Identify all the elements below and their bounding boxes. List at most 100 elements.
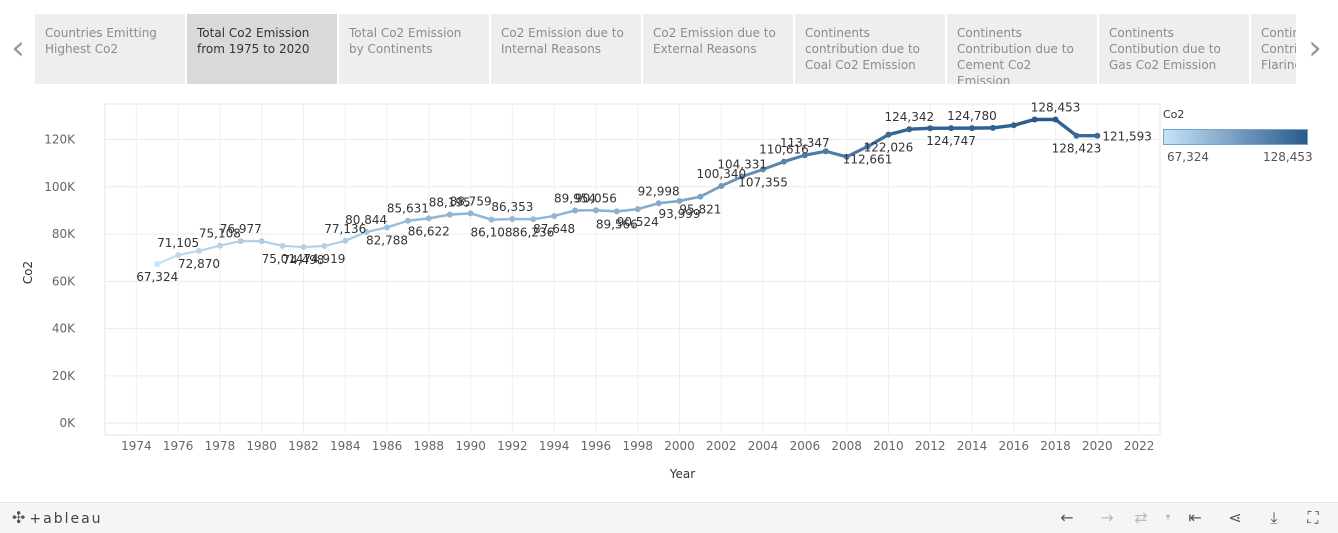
x-tick-label: 2006 (790, 439, 821, 453)
series-line-segment (450, 213, 471, 214)
data-label: 72,870 (178, 257, 220, 271)
x-tick-label: 2002 (706, 439, 737, 453)
data-label: 71,105 (157, 236, 199, 250)
data-label: 124,780 (947, 109, 997, 123)
share-icon[interactable]: ⋖ (1224, 507, 1246, 529)
story-tab-3[interactable]: Total Co2 Emission by Continents (339, 14, 489, 84)
data-point (927, 125, 933, 131)
data-label: 124,342 (884, 110, 934, 124)
fullscreen-icon[interactable]: ⛶ (1302, 507, 1324, 529)
data-point (154, 261, 160, 267)
data-point (509, 216, 515, 222)
data-point (781, 159, 787, 165)
data-label: 88,759 (450, 194, 492, 208)
story-tab-7[interactable]: Continents Contribution due to Cement Co… (947, 14, 1097, 84)
x-tick-label: 1980 (246, 439, 277, 453)
story-tab-4[interactable]: Co2 Emission due to Internal Reasons (491, 14, 641, 84)
data-label: 87,648 (533, 222, 575, 236)
data-point (906, 126, 912, 132)
data-label: 85,631 (387, 202, 429, 216)
x-tick-label: 1982 (288, 439, 319, 453)
data-point (488, 217, 494, 223)
x-tick-label: 2014 (957, 439, 988, 453)
x-tick-label: 1994 (539, 439, 570, 453)
x-tick-label: 1990 (455, 439, 486, 453)
data-point (593, 207, 599, 213)
data-label: 74,919 (303, 252, 345, 266)
data-label: 128,453 (1031, 101, 1081, 115)
data-point (969, 125, 975, 131)
x-tick-label: 1988 (414, 439, 445, 453)
tableau-logo-icon: ✣ (12, 508, 27, 527)
data-point (551, 213, 557, 219)
legend-min-label: 67,324 (1167, 150, 1209, 164)
data-point (990, 125, 996, 131)
data-label: 90,056 (575, 191, 617, 205)
data-label: 76,977 (220, 222, 262, 236)
data-point (280, 243, 286, 249)
series-line-segment (491, 219, 512, 220)
color-legend: Co2 67,324 128,453 (1163, 108, 1323, 145)
data-label: 104,331 (717, 158, 767, 172)
x-tick-label: 1998 (622, 439, 653, 453)
legend-title: Co2 (1163, 108, 1323, 121)
data-point (1094, 133, 1100, 139)
data-point (342, 238, 348, 244)
y-tick-label: 80K (52, 227, 76, 241)
reset-icon[interactable]: ⇤ (1184, 507, 1206, 529)
tableau-logo: ✣+ableau (12, 508, 103, 527)
previous-story-point-icon[interactable]: ‹ (3, 30, 33, 66)
story-tab-8[interactable]: Continents Contibution due to Gas Co2 Em… (1099, 14, 1249, 84)
series-line-segment (596, 210, 617, 211)
redo-icon[interactable]: → (1096, 507, 1118, 529)
download-icon[interactable]: ⤓ (1263, 507, 1285, 529)
data-label: 86,108 (470, 226, 512, 240)
data-point (1032, 116, 1038, 122)
data-point (468, 210, 474, 216)
data-point (321, 243, 327, 249)
series-line-segment (909, 128, 930, 129)
data-label: 107,355 (738, 175, 788, 189)
x-tick-label: 2000 (664, 439, 695, 453)
data-label: 95,821 (679, 203, 721, 217)
data-label: 90,524 (617, 215, 659, 229)
story-tab-5[interactable]: Co2 Emission due to External Reasons (643, 14, 793, 84)
undo-icon[interactable]: ← (1056, 507, 1078, 529)
data-point (217, 243, 223, 249)
story-tab-6[interactable]: Continents contribution due to Coal Co2 … (795, 14, 945, 84)
x-tick-label: 2018 (1040, 439, 1071, 453)
x-tick-label: 2016 (998, 439, 1029, 453)
data-label: 121,593 (1102, 130, 1152, 144)
data-label: 80,844 (345, 213, 387, 227)
next-story-point-icon[interactable]: › (1300, 30, 1330, 66)
x-tick-label: 1978 (205, 439, 236, 453)
story-tab-9[interactable]: Continents Contribution due to Flaring (1251, 14, 1296, 84)
revert-icon[interactable]: ⇄ (1130, 507, 1152, 529)
story-tab-2[interactable]: Total Co2 Emission from 1975 to 2020 (187, 14, 337, 84)
data-point (948, 125, 954, 131)
x-tick-label: 2004 (748, 439, 779, 453)
legend-max-label: 128,453 (1263, 150, 1310, 164)
x-tick-label: 2010 (873, 439, 904, 453)
revert-dropdown-icon[interactable]: ▾ (1157, 507, 1179, 529)
data-point (635, 206, 641, 212)
tableau-toolbar: ✣+ableau ← → ⇄ ▾ ⇤ ⋖ ⤓ ⛶ (0, 502, 1338, 533)
series-line-segment (303, 246, 324, 247)
y-tick-label: 40K (52, 322, 76, 336)
data-point (1053, 117, 1059, 123)
x-tick-label: 2022 (1124, 439, 1155, 453)
data-point (447, 212, 453, 218)
plot-area (105, 104, 1160, 435)
data-point (572, 208, 578, 214)
data-point (1073, 133, 1079, 139)
data-label: 67,324 (136, 270, 178, 284)
data-point (1011, 122, 1017, 128)
y-tick-label: 0K (59, 416, 76, 430)
data-label: 128,423 (1052, 142, 1102, 156)
story-tab-1[interactable]: Countries Emitting Highest Co2 (35, 14, 185, 84)
data-point (426, 215, 432, 221)
legend-gradient-bar (1163, 129, 1308, 145)
x-tick-label: 2012 (915, 439, 946, 453)
